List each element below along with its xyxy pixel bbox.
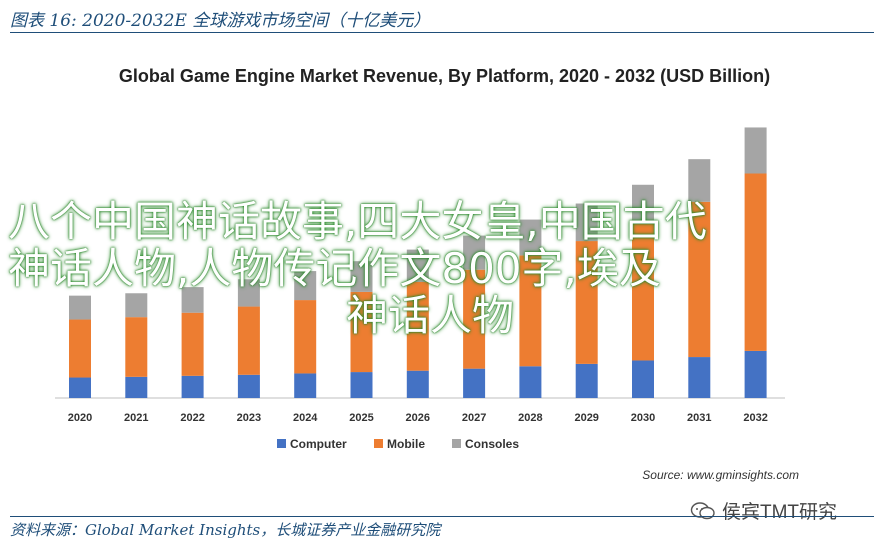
bar-computer-2027	[463, 368, 486, 398]
bar-computer-2029	[575, 363, 598, 398]
bar-consoles-2028	[519, 219, 542, 256]
overlay-line-1: 八个中国神话故事,四大女皇,中国古代	[8, 197, 707, 246]
source-note: Source: www.gminsights.com	[642, 468, 799, 482]
caption-rule	[10, 32, 874, 33]
footer-rule	[10, 516, 874, 517]
legend-label-computer: Computer	[290, 437, 347, 451]
bar-mobile-2027	[463, 269, 486, 369]
bar-computer-2020	[69, 377, 91, 398]
x-tick-label: 2024	[293, 412, 318, 424]
bar-consoles-2020	[69, 295, 91, 320]
bar-mobile-2024	[294, 300, 317, 374]
bar-computer-2025	[350, 372, 373, 398]
watermark-text: 侯宾TMT研究	[722, 502, 838, 523]
chart-title: Global Game Engine Market Revenue, By Pl…	[118, 66, 771, 86]
legend-label-mobile: Mobile	[387, 437, 425, 451]
bar-consoles-2022	[181, 287, 204, 313]
bar-mobile-2025	[350, 291, 373, 373]
bar-computer-2028	[519, 366, 542, 398]
wechat-icon	[690, 501, 715, 519]
x-tick-label: 2023	[237, 412, 261, 424]
bar-consoles-2021	[125, 293, 148, 318]
x-tick-label: 2030	[631, 412, 655, 424]
figure-caption: 图表 16: 2020-2032E 全球游戏市场空间（十亿美元）	[10, 11, 431, 31]
bar-mobile-2030	[632, 224, 654, 361]
x-tick-label: 2021	[124, 412, 148, 424]
overlay-line-3: 神话人物	[346, 291, 515, 340]
x-tick-label: 2025	[349, 412, 373, 424]
bar-consoles-2023	[237, 279, 260, 307]
bar-mobile-2031	[688, 201, 711, 358]
bar-computer-2023	[237, 374, 260, 398]
bar-mobile-2023	[237, 306, 260, 375]
bar-computer-2024	[294, 373, 317, 398]
bar-computer-2031	[688, 357, 711, 398]
bar-consoles-2029	[575, 203, 598, 242]
legend-swatch-mobile	[374, 439, 383, 448]
bar-mobile-2029	[575, 241, 598, 364]
bar-consoles-2030	[632, 184, 654, 224]
figure-footer: 资料来源：Global Market Insights，长城证券产业金融研究院	[10, 521, 441, 539]
bar-mobile-2026	[406, 282, 429, 371]
bar-consoles-2026	[406, 249, 429, 282]
bar-computer-2032	[744, 350, 767, 398]
bar-computer-2030	[632, 360, 654, 398]
bar-mobile-2028	[519, 255, 542, 367]
bar-computer-2022	[181, 375, 204, 398]
overlay-text: 八个中国神话故事,四大女皇,中国古代 神话人物,人物传记作文800字,埃及 神话…	[8, 198, 868, 339]
bar-mobile-2022	[181, 312, 204, 376]
x-tick-label: 2026	[406, 412, 430, 424]
watermark: 侯宾TMT研究	[690, 497, 837, 524]
bar-consoles-2031	[688, 159, 711, 202]
legend-swatch-consoles	[452, 439, 461, 448]
overlay-line-2: 神话人物,人物传记作文800字,埃及	[8, 244, 661, 293]
bar-mobile-2021	[125, 317, 148, 377]
bar-computer-2021	[125, 376, 148, 398]
bar-mobile-2032	[744, 173, 767, 351]
legend-label-consoles: Consoles	[465, 437, 519, 451]
x-tick-label: 2028	[518, 412, 542, 424]
bar-consoles-2025	[350, 261, 373, 292]
x-tick-label: 2027	[462, 412, 486, 424]
x-tick-label: 2032	[743, 412, 767, 424]
legend-swatch-computer	[277, 439, 286, 448]
bar-consoles-2027	[463, 235, 486, 270]
x-tick-label: 2029	[574, 412, 598, 424]
x-tick-label: 2020	[68, 412, 92, 424]
bar-consoles-2032	[744, 127, 767, 174]
bar-mobile-2020	[69, 319, 91, 378]
x-tick-label: 2022	[180, 412, 204, 424]
bar-consoles-2024	[294, 271, 317, 301]
x-tick-label: 2031	[687, 412, 711, 424]
bar-computer-2026	[406, 370, 429, 398]
